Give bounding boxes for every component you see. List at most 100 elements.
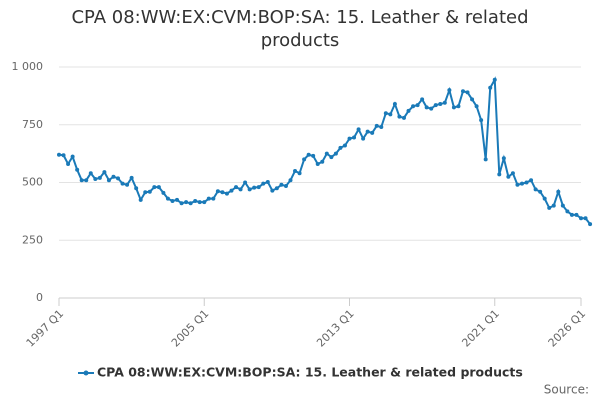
data-point: [492, 77, 497, 82]
data-point: [238, 187, 243, 192]
data-point: [515, 182, 520, 187]
data-point: [569, 212, 574, 217]
x-tick-label: 2021 Q1: [459, 307, 502, 350]
data-point: [206, 196, 211, 201]
data-point: [247, 187, 252, 192]
source: Source:: [544, 383, 589, 397]
legend-label: CPA 08:WW:EX:CVM:BOP:SA: 15. Leather & r…: [97, 365, 523, 380]
data-point: [84, 178, 89, 183]
data-point: [70, 154, 75, 159]
data-point: [120, 181, 125, 186]
chart-title: CPA 08:WW:EX:CVM:BOP:SA: 15. Leather & r…: [71, 7, 529, 51]
data-point: [429, 106, 434, 111]
data-point: [320, 159, 325, 164]
data-point: [401, 115, 406, 120]
y-tick-label: 500: [22, 176, 43, 189]
data-point: [170, 198, 175, 203]
x-tick-label: 2005 Q1: [169, 307, 212, 350]
data-point: [152, 185, 157, 190]
data-point: [538, 189, 543, 194]
data-point: [392, 101, 397, 106]
data-point: [370, 130, 375, 135]
data-point: [365, 129, 370, 134]
data-point: [383, 111, 388, 116]
data-point: [175, 197, 180, 202]
data-point: [420, 97, 425, 102]
data-point: [415, 103, 420, 108]
data-point: [533, 187, 538, 192]
data-point: [460, 89, 465, 94]
y-tick-label: 0: [36, 291, 43, 304]
data-point: [220, 190, 225, 195]
data-point: [465, 90, 470, 95]
data-point: [474, 104, 479, 109]
data-point: [342, 143, 347, 148]
data-point: [524, 180, 529, 185]
legend-marker: [83, 370, 89, 376]
series-line: [58, 76, 591, 225]
data-point: [433, 103, 438, 108]
data-point: [583, 216, 588, 221]
data-point: [306, 152, 311, 157]
data-point: [147, 189, 152, 194]
data-point: [501, 156, 506, 161]
x-tick-label: 2013 Q1: [314, 307, 357, 350]
data-point: [483, 157, 488, 162]
data-point: [442, 100, 447, 105]
data-point: [488, 85, 493, 90]
data-point: [347, 136, 352, 141]
data-point: [261, 181, 266, 186]
data-point: [556, 189, 561, 194]
data-point: [106, 178, 111, 183]
data-point: [506, 174, 511, 179]
data-point: [243, 180, 248, 185]
data-point: [184, 200, 189, 205]
data-point: [234, 185, 239, 190]
data-point: [125, 182, 130, 187]
data-point: [352, 135, 357, 140]
data-point: [451, 105, 456, 110]
data-point: [379, 125, 384, 130]
y-tick-label: 750: [22, 118, 43, 131]
y-tick-label: 1 000: [12, 60, 44, 73]
data-point: [361, 136, 366, 141]
data-point: [579, 216, 583, 221]
data-point: [79, 178, 84, 183]
data-point: [333, 151, 338, 156]
data-point: [456, 104, 461, 109]
data-point: [179, 201, 184, 206]
data-point: [97, 175, 102, 180]
data-point: [143, 190, 148, 195]
data-point: [279, 182, 284, 187]
x-tick-label: 2026 Q1: [546, 307, 589, 350]
data-point: [66, 162, 71, 167]
data-point: [88, 171, 93, 176]
data-point: [411, 104, 416, 109]
data-point: [565, 209, 570, 214]
data-point: [224, 191, 229, 196]
data-point: [116, 176, 121, 181]
data-point: [156, 185, 161, 190]
data-point: [202, 200, 207, 205]
data-point: [470, 97, 475, 102]
data-point: [293, 168, 298, 173]
data-point: [161, 190, 166, 195]
data-point: [215, 189, 220, 194]
data-point: [388, 112, 393, 117]
data-point: [324, 151, 329, 156]
data-point: [560, 203, 565, 208]
data-point: [188, 201, 193, 206]
data-point: [93, 177, 98, 182]
data-point: [111, 174, 116, 179]
data-point: [547, 205, 552, 210]
data-point: [265, 180, 270, 185]
data-point: [374, 123, 379, 128]
data-point: [338, 145, 343, 150]
data-point: [519, 181, 524, 186]
data-point: [129, 175, 134, 180]
data-point: [138, 197, 143, 202]
data-point: [283, 183, 288, 188]
data-point: [102, 170, 107, 175]
